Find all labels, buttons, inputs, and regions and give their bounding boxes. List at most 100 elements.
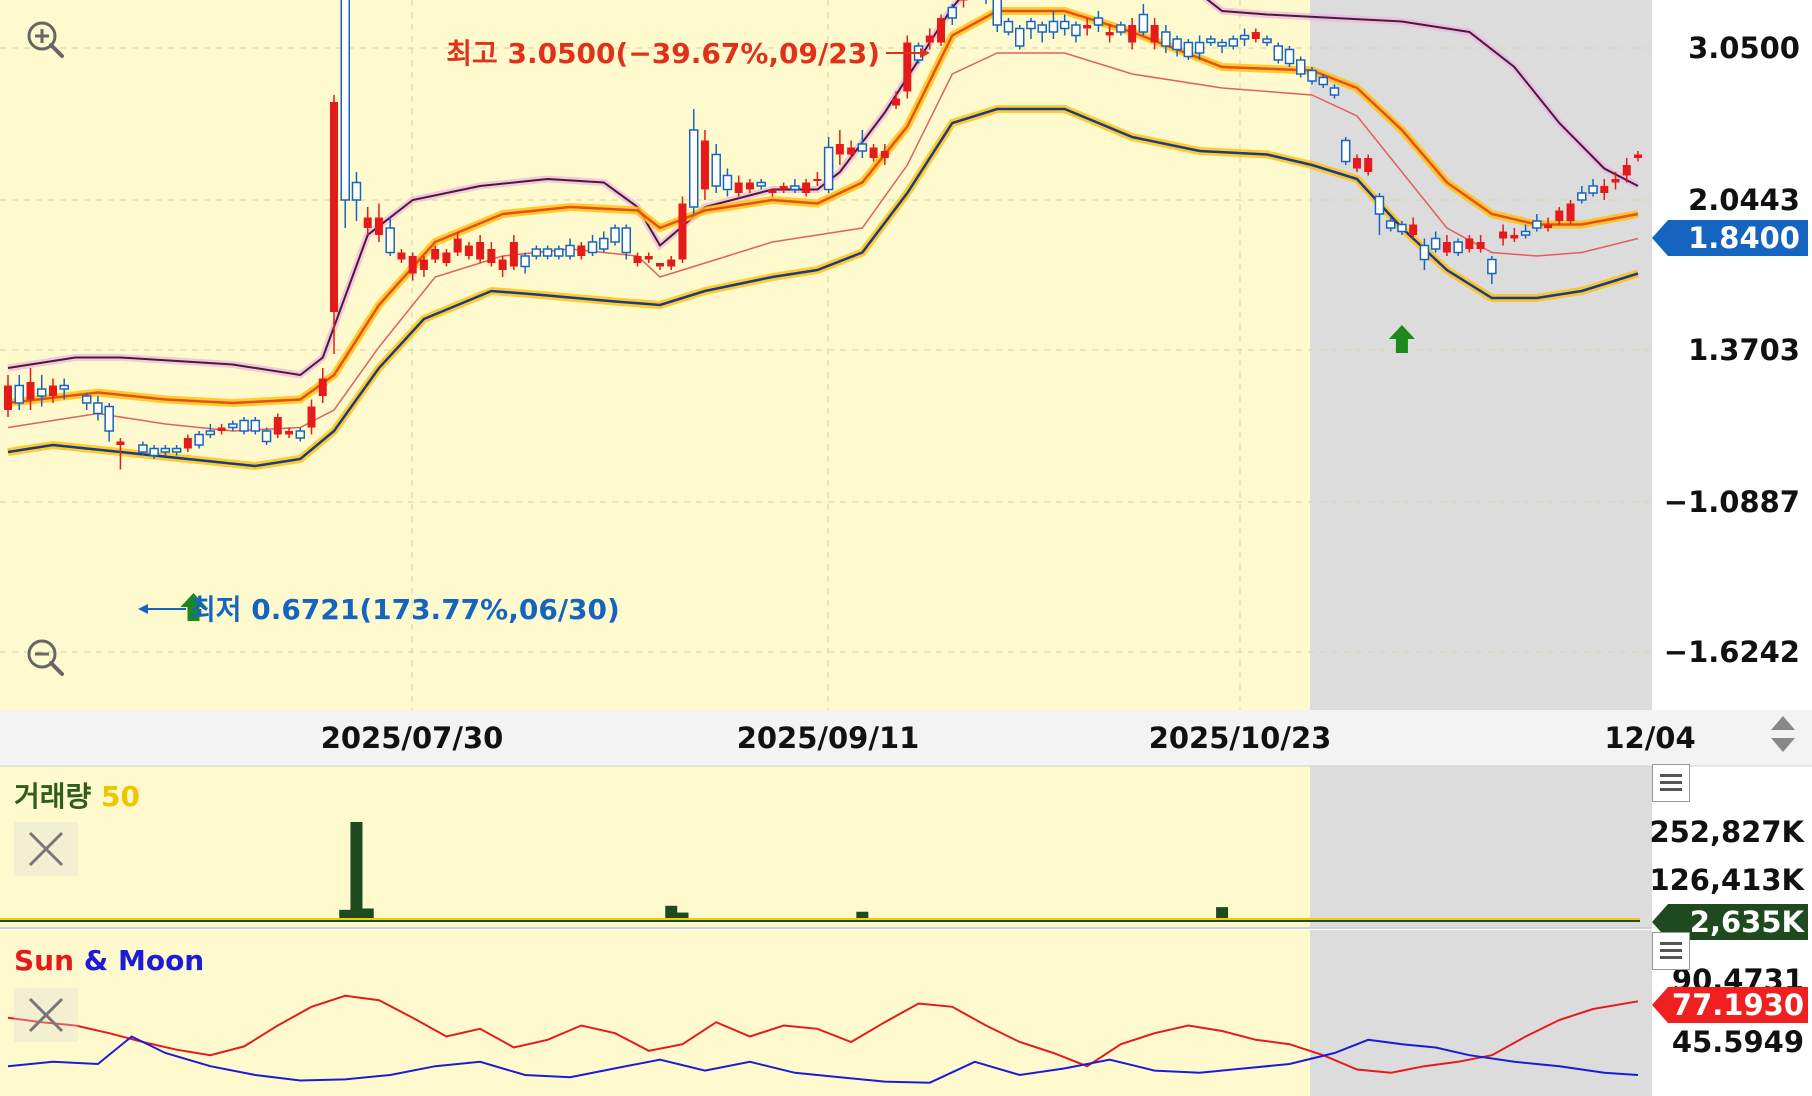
- current-volume-value: 2,635K: [1690, 905, 1806, 939]
- candle-body-up: [779, 186, 788, 190]
- candle-body-down: [1487, 258, 1497, 275]
- zoom-out-button[interactable]: [18, 630, 74, 686]
- candle-body-up: [1251, 32, 1260, 39]
- volume-axis-label: 252,827K: [1649, 815, 1805, 849]
- candle-body-down: [1307, 69, 1317, 82]
- close-volume-button[interactable]: [14, 822, 78, 876]
- indicator-future-bg: [1310, 930, 1652, 1096]
- volume-menu-button[interactable]: [1652, 764, 1690, 802]
- date-axis-label: 2025/07/30: [321, 721, 504, 755]
- candle-body-down: [340, 0, 350, 201]
- candle-body-down: [1071, 24, 1081, 37]
- candle-body-down: [1026, 20, 1036, 30]
- candle-body-down: [385, 227, 395, 254]
- candle-body-down: [1296, 59, 1306, 75]
- candle-body-up: [802, 182, 811, 193]
- candle-body-up: [813, 179, 822, 181]
- candle-body-down: [149, 447, 159, 457]
- candle-body-down: [171, 447, 182, 453]
- candle-body-down: [1239, 34, 1250, 40]
- menu-icon: [1660, 774, 1682, 791]
- candle-body-down: [711, 153, 721, 187]
- candle-body-down: [1217, 41, 1227, 47]
- candle-body-down: [104, 405, 114, 432]
- volume-period: 50: [101, 780, 140, 813]
- price-axis-label: 3.0500: [1688, 31, 1800, 65]
- buy-signal-arrow: [1388, 325, 1415, 353]
- candle-body-up: [1499, 231, 1508, 239]
- current-volume-tag: [1652, 904, 1808, 940]
- candle-body-up: [1555, 210, 1564, 221]
- candle-body-down: [1374, 195, 1385, 215]
- low-price-annotation: 최저 0.6721(173.77%,06/30): [190, 593, 620, 626]
- candle-body-up: [1083, 25, 1092, 29]
- close-icon: [28, 831, 64, 867]
- candle-body-down: [756, 181, 766, 187]
- candle-body-up: [408, 256, 417, 274]
- high-price-annotation: 최고 3.0500(−39.67%,09/23): [446, 37, 880, 70]
- candle-body-up: [453, 238, 462, 253]
- candle-body-up: [745, 182, 754, 190]
- candle-body-down: [992, 0, 1002, 26]
- candle-body-down: [14, 384, 24, 404]
- current-indicator-value: 77.1930: [1672, 988, 1804, 1022]
- date-axis-label: 12/04: [1604, 721, 1695, 755]
- volume-bar: [676, 912, 689, 922]
- candle-body-down: [610, 227, 620, 243]
- indicator-title: Sun & Moon: [14, 944, 204, 977]
- candle-body-up: [1566, 203, 1575, 221]
- candle-body-down: [1340, 139, 1351, 163]
- candle-body-up: [431, 249, 440, 260]
- candle-body-down: [160, 447, 171, 453]
- candle-body-down: [1284, 48, 1295, 65]
- candle-body-down: [1183, 41, 1194, 58]
- candle-body-down: [1419, 244, 1430, 261]
- candle-body-down: [1262, 38, 1272, 44]
- high-annotation-arrow-head: [920, 48, 930, 58]
- candle-body-up: [1465, 238, 1474, 249]
- candle-body-down: [565, 244, 575, 257]
- zoom-in-icon: [27, 21, 64, 58]
- date-axis-label: 2025/10/23: [1149, 721, 1332, 755]
- candle-body-down: [351, 181, 362, 201]
- candle-body-down: [1172, 38, 1182, 51]
- candle-body-down: [1329, 87, 1340, 96]
- candle-body-down: [1116, 24, 1126, 33]
- candle-body-up: [1600, 186, 1609, 193]
- sun-line: [7, 994, 1639, 1074]
- candle-body-up: [1634, 154, 1642, 158]
- candle-body-down: [621, 227, 632, 254]
- candle-body-up: [880, 151, 889, 158]
- candle-body-down: [1532, 220, 1542, 229]
- indicator-name-moon: Moon: [118, 944, 204, 977]
- volume-bar: [114, 919, 127, 922]
- moon-line: [7, 1035, 1639, 1084]
- candle-body-down: [1138, 13, 1149, 33]
- candle-body-up: [903, 42, 912, 92]
- candle-body-up: [1352, 158, 1361, 169]
- indicator-menu-button[interactable]: [1652, 932, 1690, 970]
- candle-body-down: [1059, 20, 1070, 30]
- close-icon: [28, 997, 64, 1033]
- mid-band-line: [7, 9, 1639, 405]
- candle-body-down: [228, 423, 238, 429]
- menu-icon: [1660, 942, 1682, 959]
- candle-body-up: [217, 427, 226, 431]
- candle-body-down: [295, 430, 306, 439]
- candle-body-down: [542, 248, 553, 257]
- scroll-toggle-button[interactable]: [1762, 708, 1804, 760]
- inner-lower-band-line: [7, 52, 1639, 432]
- candle-body-up: [285, 431, 294, 435]
- zoom-in-button[interactable]: [18, 12, 74, 68]
- candle-body-up: [959, 0, 968, 1]
- candle-body-down: [1385, 220, 1396, 229]
- candle-body-up: [273, 417, 282, 435]
- indicator-axis-label: 45.5949: [1672, 1025, 1804, 1059]
- candle-body-up: [116, 441, 125, 445]
- candle-body-up: [835, 144, 844, 155]
- candle-body-down: [520, 255, 530, 268]
- close-indicator-button[interactable]: [14, 988, 78, 1042]
- candle-body-down: [1228, 38, 1239, 47]
